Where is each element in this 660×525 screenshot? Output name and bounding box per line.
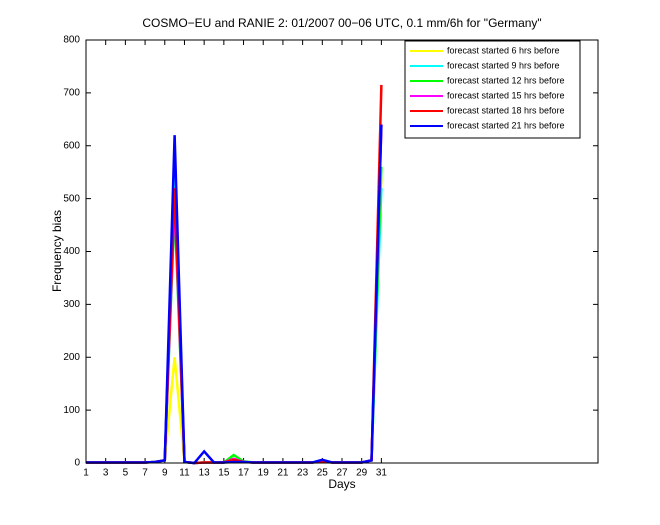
legend-box	[404, 40, 581, 139]
x-tick-label: 19	[258, 468, 270, 479]
x-tick-label: 27	[336, 468, 348, 479]
x-tick-label: 3	[103, 468, 109, 479]
y-tick-label: 400	[63, 246, 80, 257]
x-tick-label: 23	[297, 468, 309, 479]
legend-label: forecast started 18 hrs before	[447, 105, 565, 115]
legend-label: forecast started 9 hrs before	[447, 60, 560, 70]
chart-title: COSMO−EU and RANIE 2: 01/2007 00−06 UTC,…	[142, 16, 541, 30]
x-tick-label: 11	[179, 468, 190, 479]
y-tick-label: 100	[63, 405, 80, 416]
x-tick-label: 1	[83, 468, 89, 479]
y-tick-label: 800	[63, 35, 80, 46]
axes-box	[85, 39, 599, 464]
y-tick-label: 200	[63, 352, 80, 363]
x-tick-label: 5	[123, 468, 129, 479]
x-tick-label: 17	[238, 468, 250, 479]
y-tick-label: 700	[63, 88, 80, 99]
x-tick-label: 15	[218, 468, 230, 479]
x-tick-label: 13	[199, 468, 211, 479]
x-tick-label: 31	[376, 468, 388, 479]
y-tick-label: 600	[63, 140, 80, 151]
x-tick-label: 25	[317, 468, 329, 479]
x-tick-label: 9	[162, 468, 168, 479]
legend-label: forecast started 6 hrs before	[447, 45, 560, 55]
legend-label: forecast started 21 hrs before	[447, 120, 565, 130]
y-tick-label: 300	[63, 299, 80, 310]
x-tick-label: 29	[356, 468, 368, 479]
series-line	[86, 124, 383, 465]
legend-label: forecast started 12 hrs before	[447, 75, 565, 85]
x-axis-label: Days	[328, 477, 355, 491]
y-tick-label: 500	[63, 193, 80, 204]
y-axis-label: Frequency bias	[50, 210, 64, 292]
legend-label: forecast started 15 hrs before	[447, 90, 565, 100]
x-tick-label: 7	[142, 468, 148, 479]
x-tick-label: 21	[277, 468, 289, 479]
y-tick-label: 0	[74, 458, 80, 469]
